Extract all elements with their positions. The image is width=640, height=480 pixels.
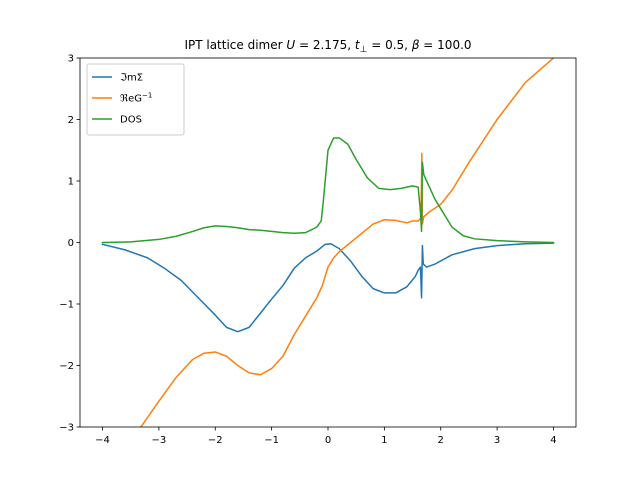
y-axis: −3 −2 −1 0 1 2 3 — [59, 54, 80, 434]
legend-box — [86, 63, 185, 136]
title-t-subscript: ⊥ — [360, 45, 368, 55]
series-layer — [101, 58, 555, 427]
x-tick-label: −3 — [152, 435, 167, 446]
legend-label-base: ℜeG — [120, 94, 142, 105]
x-tick-label: −4 — [95, 435, 110, 446]
series-line-3 — [101, 137, 555, 244]
legend-label-base: DOS — [120, 115, 142, 126]
legend-label: DOS — [120, 115, 142, 126]
y-tick-label: 3 — [68, 54, 74, 65]
title-t-value: = 0.5, — [367, 38, 411, 52]
y-tick-label: −1 — [59, 300, 74, 311]
legend-label: ℜeG−1 — [120, 92, 152, 105]
legend-label: ℑmΣ — [120, 73, 143, 84]
x-axis: −4 −3 −2 −1 0 1 2 3 4 — [95, 427, 557, 446]
x-tick-label: −2 — [208, 435, 223, 446]
title-beta-symbol: β — [411, 38, 420, 52]
x-tick-label: 2 — [438, 435, 444, 446]
legend: ℑmΣ ℜeG−1 DOS — [86, 63, 185, 136]
title-u-value: = 2.175, — [295, 38, 355, 52]
x-tick-label: 3 — [494, 435, 500, 446]
series-line-2 — [139, 58, 555, 427]
chart-title: IPT lattice dimer U = 2.175, t⊥ = 0.5, β… — [184, 38, 471, 55]
y-tick-label: 1 — [68, 177, 74, 188]
legend-label-base: ℑmΣ — [120, 73, 143, 84]
title-prefix: IPT lattice dimer — [184, 38, 286, 52]
title-u-symbol: U — [286, 38, 295, 52]
x-tick-label: 0 — [325, 435, 331, 446]
legend-label-superscript: −1 — [142, 92, 152, 100]
y-tick-label: −3 — [59, 423, 74, 434]
y-tick-label: −2 — [59, 361, 74, 372]
y-tick-label: 2 — [68, 115, 74, 126]
title-t-symbol: t — [355, 38, 361, 52]
series-line-1 — [101, 242, 555, 333]
x-tick-label: −1 — [264, 435, 279, 446]
title-beta-value: = 100.0 — [419, 38, 471, 52]
x-tick-label: 1 — [381, 435, 387, 446]
y-tick-label: 0 — [68, 238, 74, 249]
x-tick-label: 4 — [550, 435, 556, 446]
